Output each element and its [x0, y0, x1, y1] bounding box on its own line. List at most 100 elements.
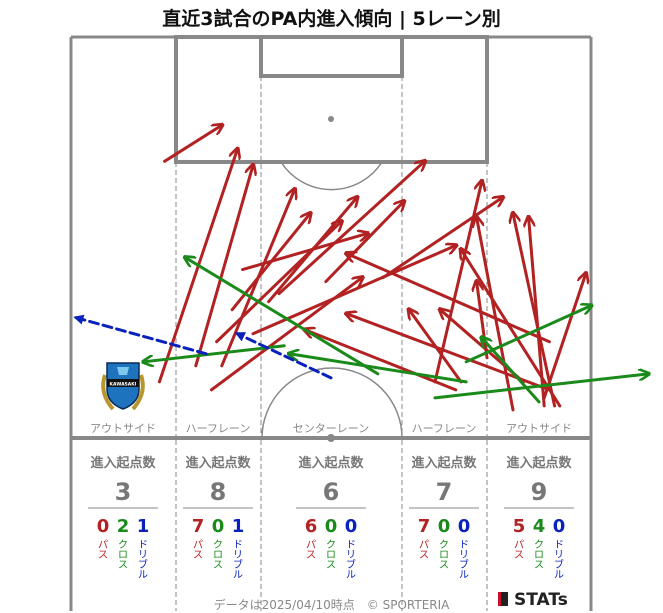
- lane-stat-dribble-label: ル: [554, 570, 564, 581]
- lane-stat-total: 3: [115, 478, 132, 506]
- lane-stat-total: 9: [531, 478, 548, 506]
- lane-stat-cross-label: ロ: [213, 550, 223, 561]
- lane-stat-cross-count: 4: [533, 516, 546, 537]
- lane-stat-dribble-label: ド: [346, 540, 356, 551]
- lane-stat-pass-count: 7: [418, 516, 431, 537]
- lane-stat-cross-label: ロ: [439, 550, 449, 561]
- lane-stat-dribble-label: リ: [554, 550, 564, 561]
- lane-stat-dribble-label: リ: [138, 550, 148, 561]
- lane-stat-pass-label: パ: [193, 539, 203, 551]
- lane-stat-cross-label: ク: [534, 539, 544, 551]
- pass-arrow: [529, 217, 546, 408]
- lane-stat-cross-label: ロ: [118, 550, 128, 561]
- lane-stat-pass-count: 7: [192, 516, 205, 537]
- pass-arrow: [381, 197, 503, 280]
- lane-stat-cross-count: 2: [117, 516, 130, 537]
- crest-text: KAWASAKI: [110, 382, 137, 388]
- pass-arrow: [209, 278, 362, 392]
- brand-logo: STATs: [498, 590, 568, 610]
- pass-arrow: [305, 330, 458, 392]
- lane-stat-cross-label: ク: [213, 539, 223, 551]
- pass-arrow: [324, 201, 404, 284]
- pass-arrow: [347, 254, 551, 344]
- pass-arrow: [542, 274, 586, 400]
- lane-stat-dribble-label: ル: [346, 570, 356, 581]
- lane-stat-dribble-count: 0: [345, 516, 358, 537]
- pass-arrow: [433, 181, 482, 384]
- lane-stat-cross-label: ク: [326, 539, 336, 551]
- lane-stat-pass-label: パ: [98, 539, 108, 551]
- lane-stat-cross-label: ス: [534, 560, 544, 571]
- lane-stat-cross-label: ス: [326, 560, 336, 571]
- arrows-layer: [73, 125, 648, 412]
- club-crest: KAWASAKI: [101, 362, 145, 411]
- lane-stat-total: 6: [323, 478, 340, 506]
- lane-label: センターレーン: [293, 422, 369, 435]
- lane-stat-cross-count: 0: [325, 516, 338, 537]
- lane-stat-pass-label: ス: [514, 550, 524, 561]
- pass-arrow: [267, 197, 357, 304]
- lane-stat-header: 進入起点数: [506, 455, 572, 471]
- page-title: 直近3試合のPA内進入傾向 | 5レーン別: [162, 8, 501, 30]
- lane-stat-pass-label: パ: [514, 539, 524, 551]
- brand-mark-icon: [498, 592, 508, 606]
- lane-stat-dribble-label: ル: [459, 570, 469, 581]
- lane-stat-dribble-label: ド: [138, 540, 148, 551]
- lane-stat-dribble-count: 1: [232, 516, 245, 537]
- lane-stat-cross-label: ロ: [326, 550, 336, 561]
- lane-stat-pass-label: パ: [306, 539, 316, 551]
- lane-stat-cross-label: ク: [118, 539, 128, 551]
- crest-ball: [117, 367, 129, 375]
- lane-stat-dribble-label: リ: [459, 550, 469, 561]
- pass-arrow: [513, 213, 557, 408]
- lane-label: ハーフレーン: [186, 422, 251, 435]
- lane-stat-dribble-label: リ: [346, 550, 356, 561]
- lane-stat-cross-label: ク: [439, 539, 449, 551]
- penalty-arc: [280, 161, 383, 191]
- lane-label: アウトサイド: [90, 422, 156, 435]
- lane-stat-header: 進入起点数: [298, 455, 364, 471]
- goal-area: [259, 35, 404, 78]
- cross-arrow: [144, 344, 286, 362]
- lane-stat-dribble-count: 1: [137, 516, 150, 537]
- lane-stat-dribble-label: ブ: [459, 558, 469, 571]
- dribble-arrow: [234, 332, 333, 380]
- lane-stat-cross-label: ス: [118, 560, 128, 571]
- cross-arrow: [185, 258, 380, 376]
- lane-stat-dribble-label: ブ: [138, 558, 148, 571]
- lane-stat-header: 進入起点数: [185, 455, 251, 471]
- lane-stat-dribble-count: 0: [458, 516, 471, 537]
- lane-stat-dribble-count: 0: [553, 516, 566, 537]
- dribble-arrow: [73, 314, 208, 356]
- lane-stat-cross-count: 0: [438, 516, 451, 537]
- lane-stat-cross-label: ロ: [534, 550, 544, 561]
- crest-band: [107, 379, 139, 387]
- brand-text: STATs: [514, 590, 568, 610]
- crest-laurel-left: [101, 374, 115, 411]
- lane-stat-header: 進入起点数: [90, 455, 156, 471]
- lane-stat-dribble-label: ド: [233, 540, 243, 551]
- footer-note: データは2025/04/10時点 © SPORTERIA: [213, 598, 450, 612]
- lane-label: アウトサイド: [506, 422, 572, 435]
- lane-stat-pass-label: ス: [419, 550, 429, 561]
- lane-stat-dribble-label: ブ: [346, 558, 356, 571]
- lane-stat-pass-count: 6: [305, 516, 318, 537]
- lane-stat-dribble-label: ブ: [554, 558, 564, 571]
- lane-stat-pass-label: パ: [419, 539, 429, 551]
- lane-labels: アウトサイド ハーフレーン センターレーン ハーフレーン アウトサイド: [90, 422, 572, 435]
- lane-stat-dribble-label: ブ: [233, 558, 243, 571]
- center-spot: [327, 434, 335, 442]
- pass-arrow: [194, 165, 253, 368]
- lane-stat-cross-count: 0: [212, 516, 225, 537]
- lane-stat-pass-label: ス: [193, 550, 203, 561]
- lane-stat-total: 7: [436, 478, 453, 506]
- cross-arrow: [482, 338, 541, 404]
- pass-arrow: [163, 125, 222, 163]
- pitch-markings: [69, 35, 593, 611]
- center-circle: [261, 367, 403, 439]
- penalty-spot: [328, 116, 334, 122]
- cross-arrow: [464, 306, 591, 364]
- lane-stat-dribble-label: ル: [138, 570, 148, 581]
- lane-stat-dribble-label: リ: [233, 550, 243, 561]
